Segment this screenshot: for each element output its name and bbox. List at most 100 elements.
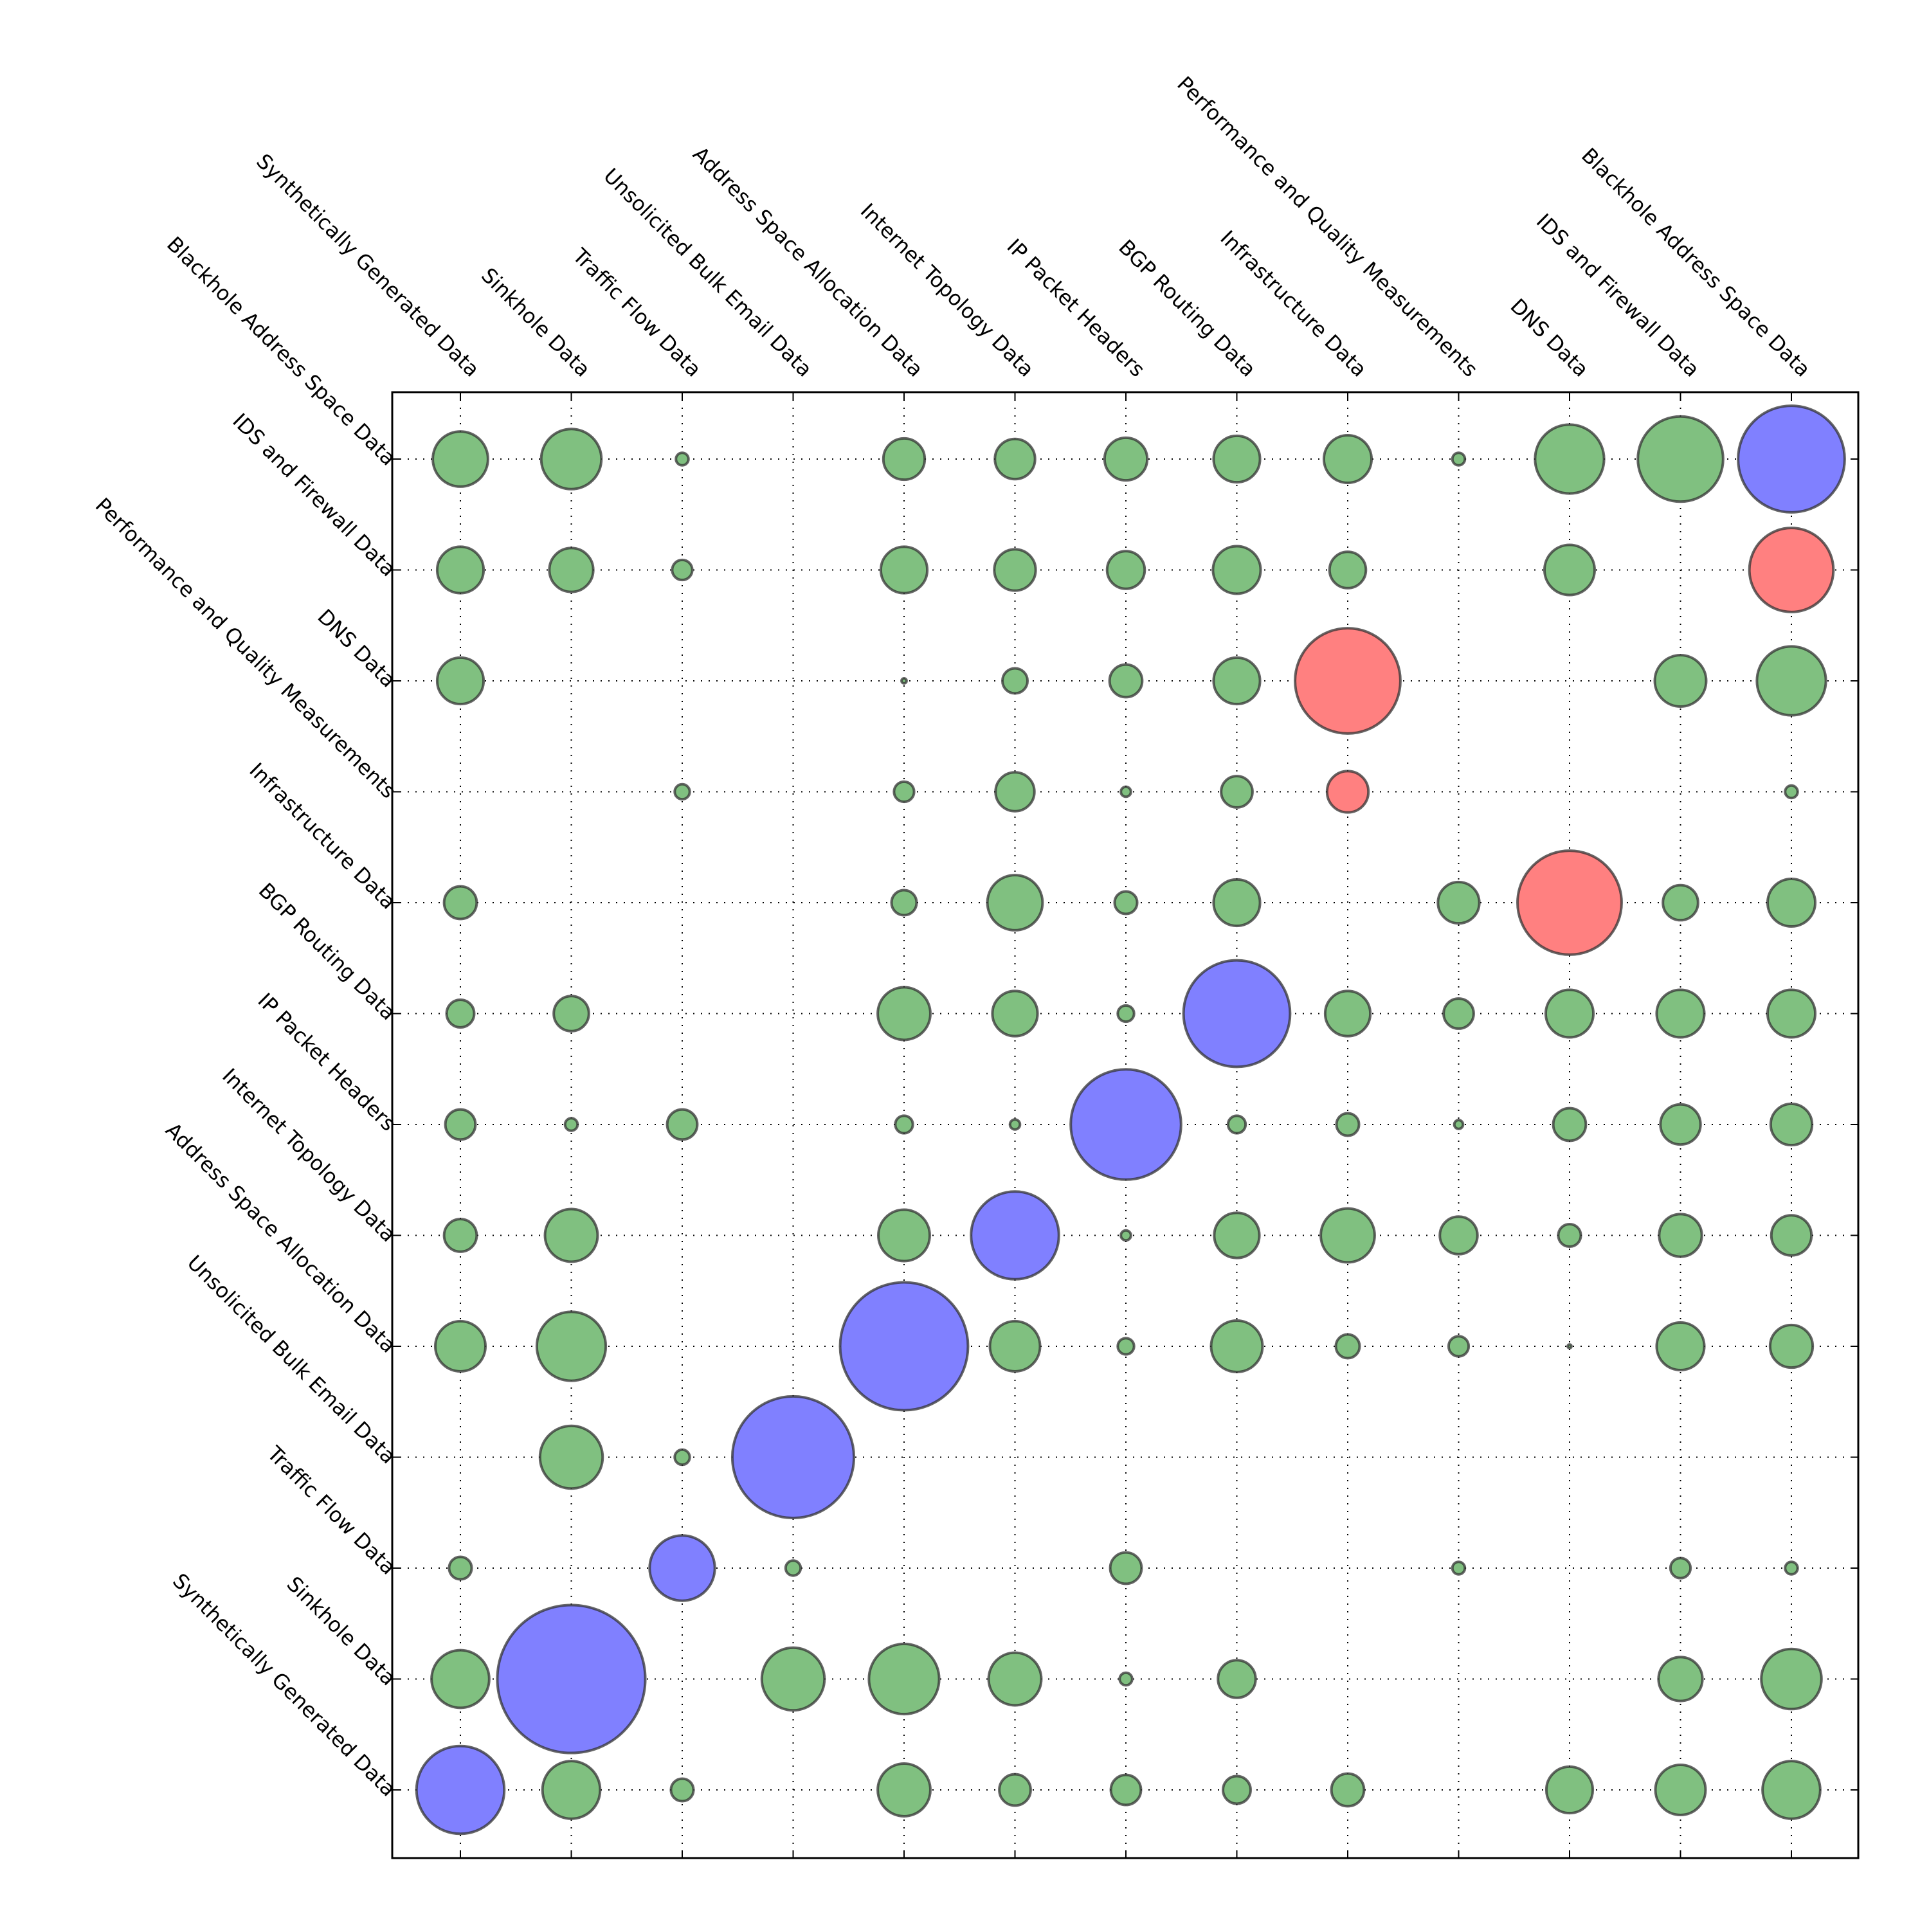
bubble-point: [1436, 880, 1481, 925]
bubble-point: [987, 1651, 1043, 1707]
bubble-point: [1768, 1323, 1815, 1369]
bubble-point: [1217, 1659, 1257, 1699]
bubble-point: [1103, 436, 1149, 482]
bubble-point: [543, 1207, 599, 1263]
bubble-point: [1544, 1765, 1595, 1815]
bubble-point: [1226, 1114, 1247, 1135]
bubble-point: [1566, 1343, 1573, 1350]
bubble-point: [1766, 988, 1817, 1039]
bubble-point: [1657, 1656, 1704, 1702]
bubble-point: [1659, 1103, 1702, 1146]
bubble-point: [1655, 988, 1706, 1039]
bubble-point: [1655, 1321, 1706, 1372]
bubble-point: [1534, 423, 1606, 495]
bubble-point: [986, 874, 1044, 932]
bubble-point: [760, 1646, 826, 1712]
bubble-point: [435, 656, 485, 706]
bubble-point: [1784, 784, 1799, 800]
bubble-point: [838, 1281, 970, 1412]
y-tick-label-address-space-allocation-data: Address Space Allocation Data: [161, 1118, 401, 1358]
bubble-point: [673, 782, 691, 801]
bubble-point: [1669, 1557, 1692, 1580]
bubble-point: [1784, 1560, 1799, 1576]
bubble-point: [1069, 1068, 1182, 1181]
bubble-point: [994, 771, 1036, 813]
bubble-point: [1755, 645, 1827, 717]
bubble-point: [671, 558, 694, 582]
bubble-point: [445, 998, 476, 1029]
bubble-point: [991, 989, 1039, 1038]
bubble-point: [434, 1320, 487, 1373]
bubble-point: [1737, 404, 1846, 514]
bubble-point: [876, 1762, 932, 1818]
bubble-point: [666, 1108, 699, 1141]
x-tick-label-address-space-allocation-data: Address Space Allocation Data: [688, 142, 928, 382]
bubble-point: [415, 1744, 506, 1836]
bubble-point: [1658, 1213, 1703, 1258]
bubble-point: [1119, 785, 1132, 799]
bubble-point: [1330, 1772, 1366, 1808]
bubble-point: [1319, 1207, 1376, 1264]
bubble-point: [442, 1218, 478, 1253]
bubble-point: [538, 1424, 604, 1490]
bubble-point: [1442, 997, 1475, 1030]
bubble-point: [448, 1555, 473, 1581]
bubble-point: [876, 986, 932, 1042]
bubble-point: [882, 437, 927, 482]
bubble-point: [1636, 415, 1725, 503]
bubble-point: [539, 428, 603, 491]
bubble-point: [1328, 550, 1368, 590]
bubble-point: [673, 1448, 691, 1467]
bubble-point: [1662, 883, 1699, 922]
bubble-point: [1322, 433, 1373, 485]
bubble-point: [1212, 434, 1262, 484]
tick-layer: [392, 392, 1858, 1858]
bubble-point: [1653, 654, 1708, 708]
bubble-point: [890, 889, 918, 917]
bubble-point: [784, 1559, 802, 1577]
bubble-point: [1761, 1760, 1822, 1820]
bubble-point: [1766, 877, 1817, 928]
bubble-point: [970, 1190, 1060, 1281]
bubble-point: [1438, 1215, 1479, 1256]
bubble-point: [1654, 1764, 1707, 1816]
bubble-point: [1213, 1211, 1261, 1259]
bubble-point: [877, 1208, 931, 1263]
bubble-point: [894, 1114, 914, 1135]
y-tick-label-sinkhole-data: Sinkhole Data: [282, 1572, 401, 1691]
bubble-point: [1222, 1774, 1252, 1805]
bubble-point: [993, 548, 1037, 592]
bubble-point: [1182, 959, 1292, 1069]
bubble-point: [1113, 890, 1139, 916]
bubble-point: [496, 1603, 647, 1755]
bubble-point: [988, 1320, 1042, 1373]
bubble-point: [998, 1773, 1032, 1807]
bubble-point: [1116, 1004, 1136, 1024]
bubble-point: [730, 1395, 856, 1520]
bubble-point: [879, 545, 929, 595]
bubble-point: [1769, 1102, 1814, 1147]
bubble-point: [1212, 878, 1262, 928]
bubble-point: [1451, 1560, 1467, 1576]
bubble-point: [1109, 1551, 1143, 1585]
bubble-point: [548, 546, 595, 593]
x-tick-label-internet-topology-data: Internet Topology Data: [856, 199, 1039, 382]
bubble-point: [1209, 1319, 1264, 1373]
bubble-point: [1001, 667, 1029, 695]
bubble-point: [563, 1117, 579, 1132]
bubble-point: [1451, 451, 1467, 467]
bubble-point: [1543, 543, 1596, 597]
bubble-point: [900, 677, 908, 685]
bubble-point: [435, 545, 485, 595]
bubble-point: [442, 885, 478, 921]
bubble-point: [1118, 1671, 1134, 1687]
bubble-point: [1220, 775, 1254, 809]
bubble-point: [867, 1642, 941, 1716]
bubble-point: [1453, 1119, 1465, 1130]
bubble-point: [675, 451, 690, 467]
bubble-layer: [415, 404, 1846, 1836]
